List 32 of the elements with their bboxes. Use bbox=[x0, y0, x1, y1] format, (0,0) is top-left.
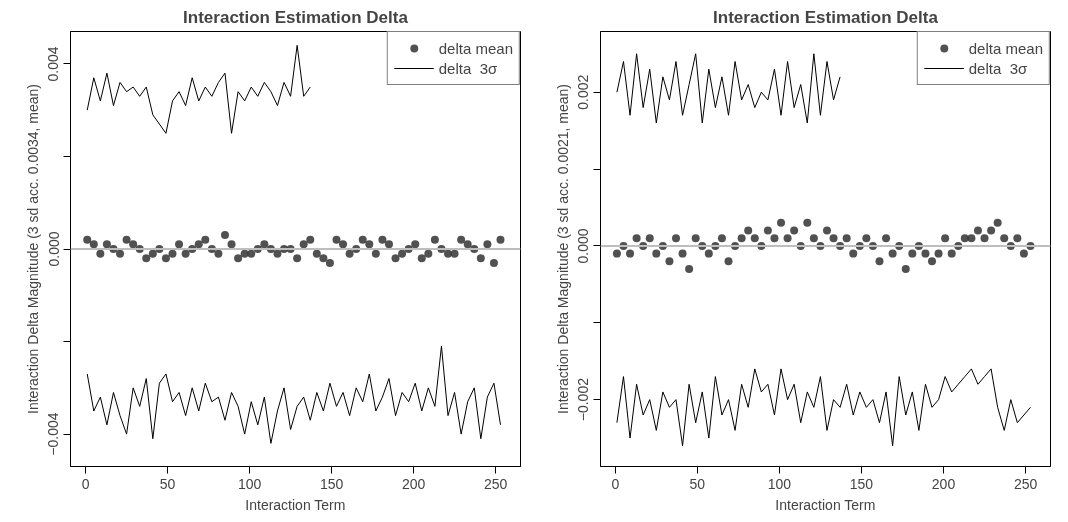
line-series bbox=[616, 368, 1031, 447]
line-series bbox=[86, 345, 501, 444]
y-tick-label: 0.000 bbox=[45, 231, 62, 267]
x-tick-label: 150 bbox=[849, 475, 874, 492]
x-tick-label: 200 bbox=[401, 475, 426, 492]
chart-title: Interaction Estimation Delta bbox=[183, 7, 409, 27]
line-series bbox=[616, 53, 841, 124]
x-tick-label: 100 bbox=[767, 475, 792, 492]
legend-label: delta 3σ bbox=[968, 59, 1028, 77]
legend-label: delta 3σ bbox=[438, 59, 498, 77]
x-tick-label: 50 bbox=[689, 475, 706, 492]
x-tick-label: 250 bbox=[483, 475, 508, 492]
x-tick-label: 0 bbox=[611, 475, 620, 492]
y-tick-label: 0.000 bbox=[575, 228, 592, 264]
x-tick-label: 100 bbox=[237, 475, 262, 492]
x-axis-title: Interaction Term bbox=[775, 496, 876, 513]
x-axis-title: Interaction Term bbox=[245, 496, 346, 513]
x-tick-label: 200 bbox=[931, 475, 956, 492]
y-tick-label: −0.004 bbox=[45, 412, 62, 456]
x-tick-label: 0 bbox=[81, 475, 90, 492]
line-series bbox=[86, 44, 311, 134]
x-tick-label: 150 bbox=[319, 475, 344, 492]
legend-label: delta mean bbox=[968, 39, 1043, 57]
y-axis-title: Interaction Delta Magnitude (3 sd acc. 0.0034, mean) bbox=[24, 84, 41, 414]
chart-title: Interaction Estimation Delta bbox=[713, 7, 939, 27]
x-tick-label: 250 bbox=[1013, 475, 1038, 492]
legend-label: delta mean bbox=[438, 39, 513, 57]
y-tick-label: −0.002 bbox=[575, 377, 592, 422]
y-tick-label: 0.004 bbox=[45, 46, 62, 82]
y-axis-title: Interaction Delta Magnitude (3 sd acc. 0.0021, mean) bbox=[554, 84, 571, 414]
x-tick-label: 50 bbox=[159, 475, 176, 492]
y-tick-label: 0.002 bbox=[575, 74, 592, 110]
